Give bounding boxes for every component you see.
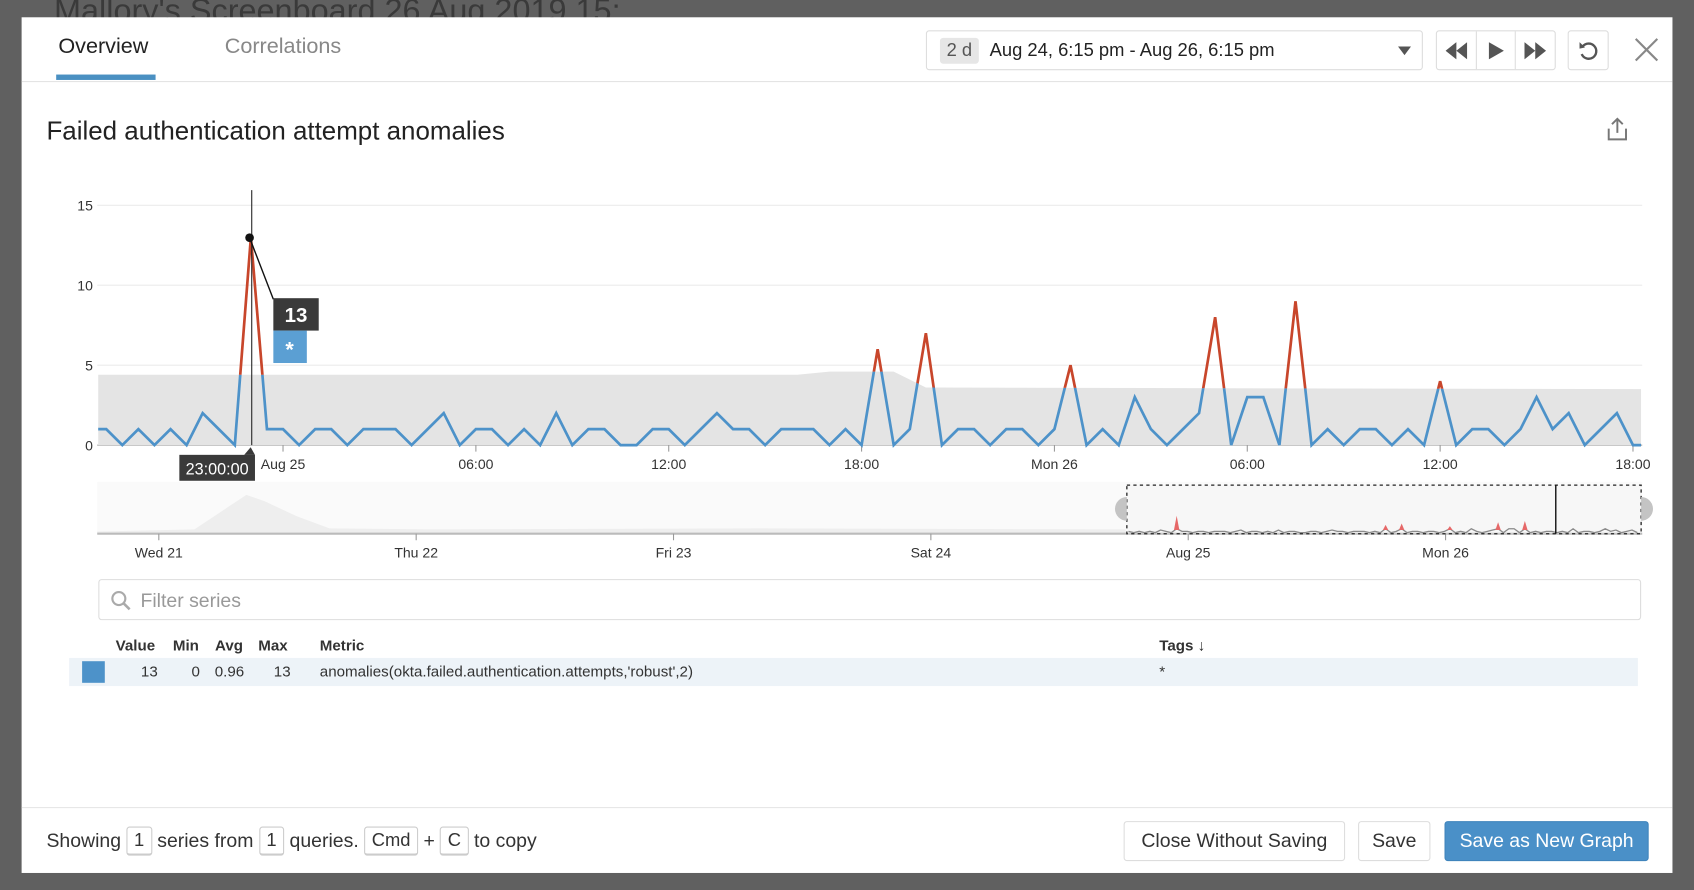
active-tab-indicator [56,74,156,80]
row-tags: * [1159,662,1166,680]
filter-series-field[interactable] [98,579,1642,621]
navigator-anomaly-spike [1382,524,1389,531]
col-value[interactable]: Value [115,636,156,654]
time-range-picker[interactable]: 2 d Aug 24, 6:15 pm - Aug 26, 6:15 pm [925,30,1423,71]
navigator-tick-label: Sat 24 [911,544,952,560]
tooltip-value: 13 [285,304,308,327]
navigator-anomaly-spike [1495,522,1501,531]
tooltip-value-box [273,298,319,331]
navigator-selection[interactable] [1126,484,1642,535]
y-tick-label: 10 [77,278,93,294]
close-without-saving-button[interactable]: Close Without Saving [1123,821,1346,862]
copy-hint: Showing 1 series from 1 queries. Cmd + C… [46,826,537,856]
time-range-text: Aug 24, 6:15 pm - Aug 26, 6:15 pm [989,39,1275,61]
reset-button[interactable] [1567,30,1609,71]
x-tick-label: Mon 26 [1031,456,1078,472]
tooltip-leader [248,237,274,300]
rewind-button[interactable] [1437,31,1477,70]
chevron-down-icon[interactable] [1398,46,1412,56]
c-key: C [440,826,469,856]
navigator-tick-label: Wed 21 [135,544,183,560]
row-avg: 0.96 [214,662,245,680]
navigator-anomaly-spike [1398,523,1405,531]
cmd-key: Cmd [364,826,419,856]
row-max: 13 [273,662,291,680]
navigator-left-handle[interactable] [1114,496,1127,521]
header-divider [21,81,1673,83]
footer-divider [21,807,1673,809]
save-button[interactable]: Save [1358,821,1431,862]
x-tick-label: 12:00 [1423,456,1458,472]
navigator-tick-label: Aug 25 [1166,544,1211,560]
series-count: 1 [126,826,152,856]
navigator-history-area [97,494,1126,534]
export-icon [1607,117,1627,141]
col-min[interactable]: Min [172,636,199,654]
refresh-icon [1579,41,1598,60]
series-line [98,371,1642,449]
to-copy-text: to copy [474,829,537,852]
navigator-anomaly-spike [1522,520,1528,531]
col-tags[interactable]: Tags ↓ [1159,636,1206,654]
navigator-background [97,481,1643,534]
tab-correlations[interactable]: Correlations [224,34,342,59]
play-button[interactable] [1477,31,1517,70]
row-value: 13 [140,662,158,680]
timeseries-chart[interactable]: 0 5 10 15 Aug 25 06:00 12:00 18:00 Mon 26 06:00 1… [0,0,1694,573]
showing-text: Showing [46,829,122,852]
hover-point [245,233,254,243]
rewind-icon [1445,41,1467,59]
time-label-box [179,454,255,481]
time-label-pointer [244,447,255,455]
y-tick-label: 5 [85,358,93,374]
navigator-anomaly-spike [1173,515,1180,531]
anomaly-band [98,371,1642,446]
time-label: 23:00:00 [186,460,249,478]
x-tick-label: 12:00 [651,456,686,472]
col-metric[interactable]: Metric [319,636,365,654]
x-tick-label: 18:00 [844,456,879,472]
queries-text: queries. [289,829,359,852]
time-nav-buttons [1435,30,1556,71]
row-min: 0 [191,662,200,680]
legend-row[interactable] [69,657,1638,687]
navigator-tick-label: Thu 22 [394,544,438,560]
navigator-tick-label: Mon 26 [1422,544,1469,560]
filter-series-input[interactable] [140,587,1599,614]
graph-title: Failed authentication attempt anomalies [46,116,505,146]
play-icon [1488,41,1504,59]
x-tick-label: 06:00 [1230,456,1265,472]
tooltip-tag: * [285,337,294,362]
navigator-anomaly-spike [1447,526,1453,531]
x-tick-label: 06:00 [458,456,493,472]
close-icon [1634,38,1659,62]
col-avg[interactable]: Avg [214,636,244,654]
series-color-swatch[interactable] [82,661,105,683]
plus-text: + [423,829,435,852]
y-tick-label: 0 [85,438,93,454]
fast-forward-icon [1524,41,1547,59]
time-span-chip: 2 d [939,37,979,64]
tooltip-tag-box [273,330,307,364]
y-tick-label: 15 [77,198,93,214]
close-button[interactable] [1631,35,1661,65]
row-metric: anomalies(okta.failed.authentication.att… [319,662,694,680]
col-max[interactable]: Max [258,636,288,654]
series-from-text: series from [157,829,254,852]
save-as-new-graph-button[interactable]: Save as New Graph [1444,821,1649,862]
export-button[interactable] [1605,117,1629,143]
fast-forward-button[interactable] [1516,31,1555,69]
x-tick-label: Aug 25 [261,456,306,472]
x-tick-label: 18:00 [1615,456,1650,472]
navigator-series [1128,527,1638,534]
tab-overview[interactable]: Overview [58,34,149,59]
search-icon [111,590,131,611]
query-count: 1 [258,826,285,856]
navigator-right-handle[interactable] [1641,496,1654,521]
navigator-tick-label: Fri 23 [656,544,692,560]
